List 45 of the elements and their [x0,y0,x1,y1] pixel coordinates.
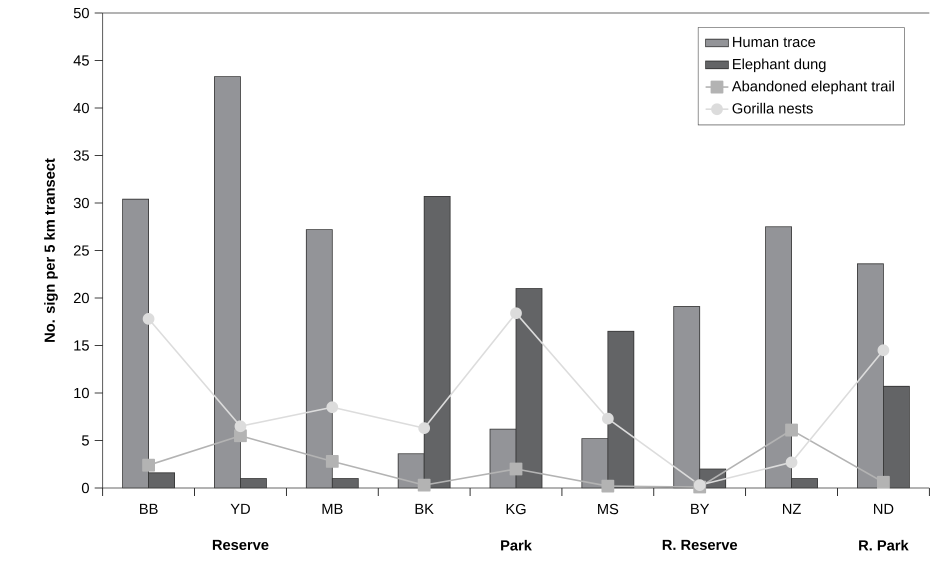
y-tick-label: 10 [74,388,89,398]
y-tick-label: 25 [74,245,89,256]
point [510,462,522,476]
y-tick-label: 0 [82,482,89,494]
x-tick-label: BK [416,504,434,514]
point [601,480,614,492]
point [510,307,522,320]
point [326,401,338,414]
x-tick-label: KG [506,504,526,514]
x-tick-label: YD [230,504,250,514]
point [234,420,246,432]
x-tick-label: MS [598,504,618,514]
y-axis-title: No. sign per 5 km transect [44,158,58,342]
y-tick-label: 30 [74,198,89,208]
point [602,412,614,425]
point [142,313,154,325]
legend-label: Gorilla nests [732,102,813,114]
point [418,422,430,434]
y-tick-label: 35 [74,150,89,161]
y-tick-label: 15 [74,340,89,351]
point [786,456,798,468]
y-tick-label: 5 [82,435,89,446]
y-tick-label: 50 [74,8,89,18]
text: R. Reserve [662,540,738,550]
x-tick-label: BB [140,504,158,514]
point [878,344,890,356]
text: Park [501,540,532,551]
x-tick-label: BY [691,504,710,514]
point [694,479,706,491]
x-tick-label: MB [322,504,343,514]
y-tick-label: 20 [74,292,89,304]
y-tick-label: 45 [74,55,89,66]
point [785,424,798,436]
text: R. Park [859,540,909,551]
legend-label: Elephant dung [733,58,826,72]
x-tick-label: ND [874,504,894,514]
legend-label: Human trace [733,36,816,48]
y-tick-label: 40 [74,102,89,114]
point [877,476,890,489]
point [326,454,339,468]
text: Reserve [212,540,268,550]
legend-label: Abandoned elephant trail [732,80,894,94]
point [418,478,431,492]
x-tick-label: NZ [782,504,801,514]
point [142,458,155,472]
